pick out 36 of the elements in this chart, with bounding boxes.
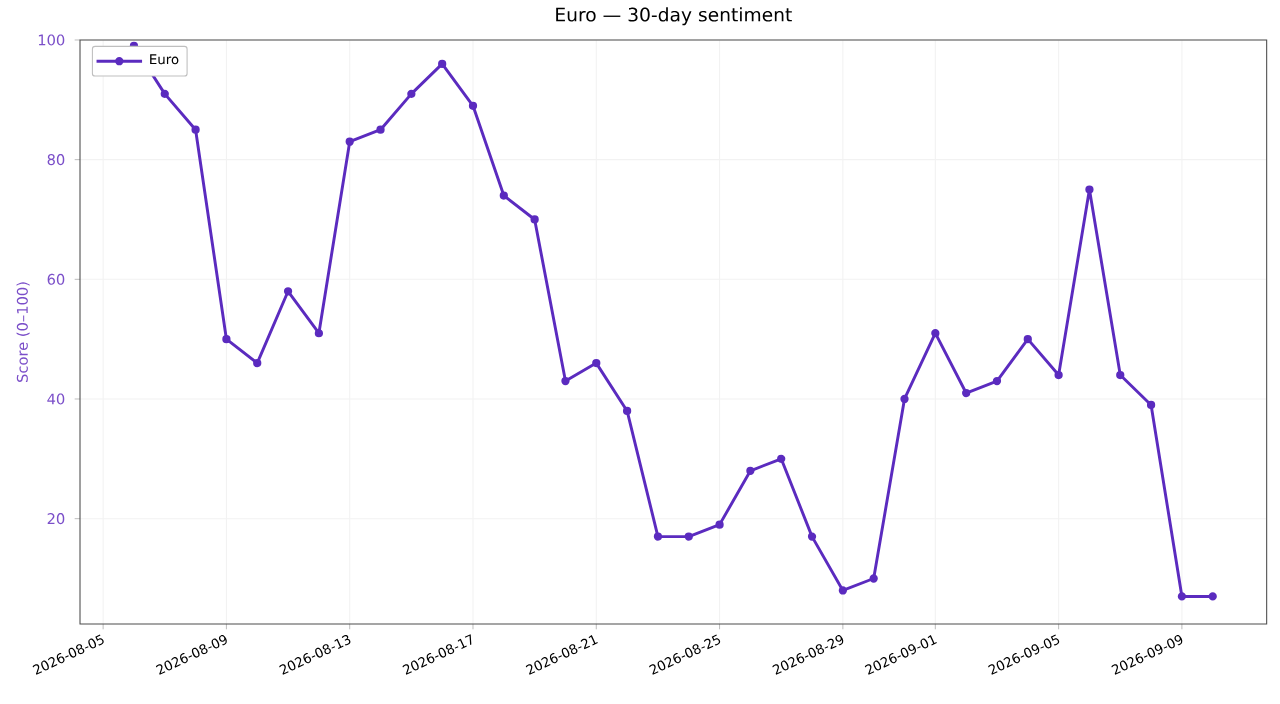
point: [1146, 400, 1156, 410]
point: [468, 101, 478, 110]
point: [931, 329, 940, 338]
point: [807, 532, 817, 541]
point: [653, 532, 663, 541]
point: [592, 358, 601, 368]
point: [1054, 370, 1063, 380]
point: [900, 394, 909, 404]
point: [777, 454, 786, 463]
point: [1023, 335, 1032, 344]
point: [222, 335, 231, 344]
point: [746, 466, 755, 475]
point: [715, 520, 724, 529]
point: [160, 89, 169, 98]
point: [438, 59, 447, 69]
point: [838, 586, 847, 595]
point: [1085, 185, 1094, 194]
point: [499, 191, 508, 200]
point: [869, 574, 878, 583]
chart-title: Euro — 30-day sentiment: [556, 7, 792, 26]
point: [253, 358, 262, 368]
point: [345, 137, 354, 146]
point: [1208, 592, 1217, 601]
point: [561, 376, 570, 386]
point: [992, 376, 1002, 386]
point: [314, 329, 324, 338]
point: [684, 532, 693, 541]
point: [376, 125, 385, 134]
point: [1116, 370, 1125, 380]
point: [622, 406, 632, 416]
point: [962, 388, 971, 398]
point: [1177, 592, 1187, 601]
point: [407, 89, 416, 98]
point: [530, 215, 539, 224]
point: [191, 125, 200, 134]
point: [283, 287, 293, 296]
